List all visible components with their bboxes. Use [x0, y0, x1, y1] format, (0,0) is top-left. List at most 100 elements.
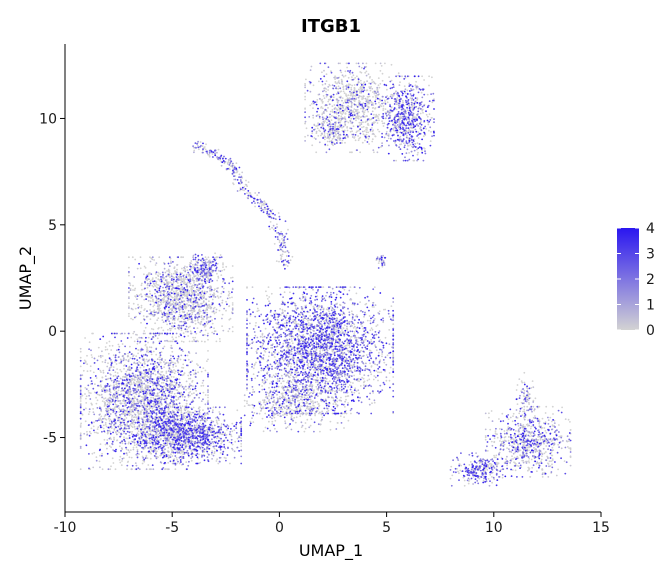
- cell-point: [79, 424, 82, 426]
- cell-point: [545, 431, 548, 434]
- cell-point: [558, 424, 560, 426]
- cell-point: [319, 430, 321, 433]
- cell-point: [417, 137, 420, 139]
- cell-point: [496, 461, 498, 464]
- cell-point: [365, 354, 368, 356]
- cell-point: [350, 412, 352, 415]
- cell-point: [126, 468, 128, 471]
- cell-point: [152, 300, 154, 303]
- cell-point: [309, 315, 312, 317]
- cell-point: [176, 448, 178, 451]
- cell-point: [264, 327, 267, 330]
- cell-point: [299, 415, 302, 418]
- cell-point: [190, 290, 193, 292]
- cell-point: [378, 351, 380, 354]
- cell-point: [382, 321, 385, 324]
- cell-point: [341, 113, 344, 116]
- cell-point: [569, 429, 572, 431]
- cell-point: [426, 115, 429, 118]
- cell-point: [190, 413, 193, 416]
- cell-point: [388, 76, 390, 78]
- cell-point: [85, 395, 88, 398]
- cell-point: [327, 366, 330, 368]
- cell-point: [216, 272, 218, 275]
- cell-point: [316, 308, 319, 310]
- cell-point: [182, 363, 185, 366]
- cell-point: [314, 363, 317, 366]
- cell-point: [308, 324, 310, 327]
- cell-point: [182, 278, 185, 281]
- cell-point: [113, 436, 115, 439]
- cell-point: [304, 95, 306, 98]
- cell-point: [184, 265, 186, 268]
- cell-point: [211, 331, 214, 334]
- cell-point: [165, 370, 168, 373]
- cell-point: [87, 390, 90, 392]
- cell-point: [328, 380, 331, 382]
- cell-point: [243, 399, 246, 402]
- cell-point: [95, 456, 98, 458]
- cell-point: [162, 381, 165, 384]
- cell-point: [344, 344, 347, 347]
- cell-point: [270, 395, 273, 398]
- cell-point: [118, 431, 120, 434]
- cell-point: [353, 391, 356, 394]
- cell-point: [98, 406, 101, 408]
- cell-point: [180, 308, 182, 311]
- cell-point: [133, 423, 136, 426]
- cell-point: [342, 327, 345, 330]
- cell-point: [111, 344, 114, 347]
- cell-point: [216, 421, 218, 424]
- cell-point: [386, 88, 388, 91]
- cell-point: [174, 327, 177, 330]
- cell-point: [541, 417, 544, 420]
- cell-point: [385, 130, 388, 133]
- cell-point: [153, 304, 156, 306]
- cell-point: [328, 116, 331, 119]
- cell-point: [338, 387, 341, 390]
- cell-point: [376, 324, 379, 326]
- cell-point: [149, 451, 152, 454]
- cell-point: [110, 446, 112, 449]
- cell-point: [557, 443, 560, 446]
- cell-point: [106, 439, 109, 441]
- cell-point: [413, 159, 416, 162]
- cell-point: [137, 303, 139, 306]
- cell-point: [304, 98, 306, 101]
- cell-point: [99, 369, 102, 372]
- cell-point: [171, 361, 174, 364]
- cell-point: [261, 336, 264, 339]
- cell-point: [202, 391, 205, 394]
- cell-point: [220, 274, 223, 276]
- cell-point: [140, 304, 143, 307]
- cell-point: [331, 412, 334, 415]
- cell-point: [132, 284, 134, 287]
- cell-point: [216, 256, 219, 259]
- cell-point: [278, 406, 281, 408]
- cell-point: [512, 412, 515, 415]
- cell-point: [147, 384, 150, 387]
- cell-point: [106, 348, 109, 351]
- cell-point: [388, 372, 391, 374]
- cell-point: [281, 358, 284, 361]
- cell-point: [188, 377, 190, 380]
- cell-point: [323, 138, 326, 141]
- cell-point: [188, 318, 191, 321]
- cell-point: [535, 462, 538, 465]
- cell-point: [147, 273, 150, 276]
- cell-point: [365, 133, 368, 136]
- cell-point: [408, 152, 410, 154]
- cell-point: [139, 350, 142, 353]
- cell-point: [130, 456, 133, 459]
- cell-point: [136, 342, 139, 345]
- cell-point: [167, 328, 169, 331]
- cell-point: [354, 139, 357, 142]
- cell-point: [278, 336, 281, 338]
- cell-point: [326, 140, 329, 143]
- cell-point: [329, 110, 332, 113]
- cell-point: [155, 282, 158, 285]
- cell-point: [209, 327, 211, 329]
- cell-point: [84, 337, 86, 339]
- cell-point: [530, 425, 533, 428]
- cell-point: [185, 411, 188, 414]
